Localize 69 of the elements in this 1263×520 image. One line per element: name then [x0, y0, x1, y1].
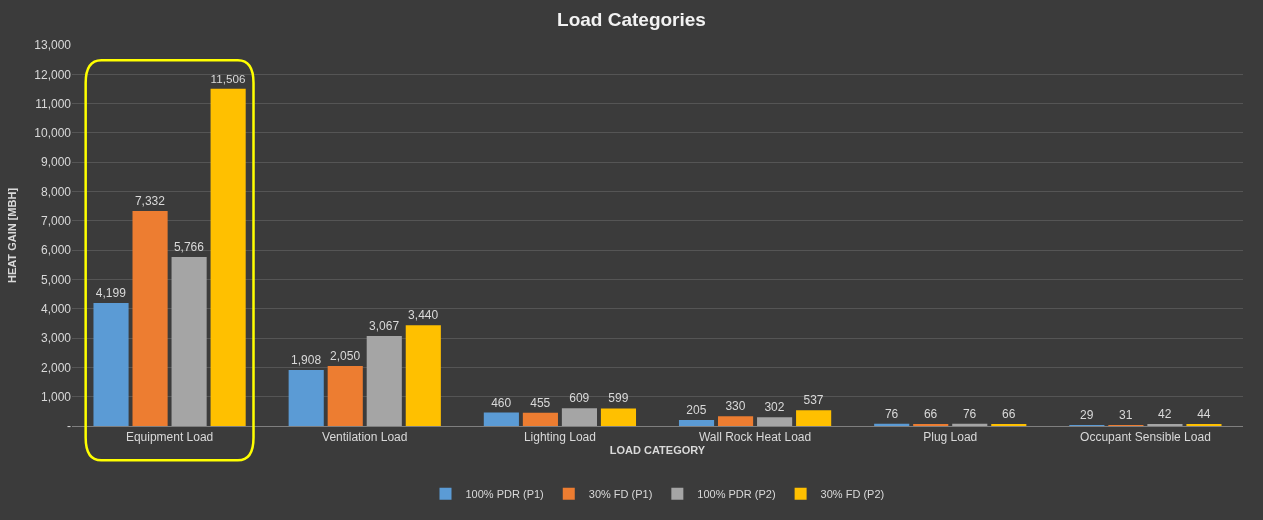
bar	[718, 416, 754, 426]
y-tick-label: 4,000	[40, 301, 72, 316]
bar	[288, 370, 324, 426]
data-label: 455	[530, 395, 551, 410]
data-label: 1,908	[291, 353, 322, 368]
bar	[93, 302, 129, 426]
x-tick-label: Equipment Load	[125, 430, 214, 445]
y-tick-label: 3,000	[40, 331, 72, 346]
data-label: 599	[608, 391, 629, 406]
x-tick-label: Plug Load	[923, 430, 978, 445]
bar	[561, 408, 597, 426]
data-label: 31	[1119, 408, 1133, 422]
y-tick-label: -	[67, 419, 71, 434]
x-tick-label: Wall Rock Heat Load	[698, 430, 812, 445]
data-label: 205	[686, 402, 707, 417]
bar	[952, 423, 988, 426]
bar	[171, 257, 207, 426]
bar	[678, 419, 715, 426]
bar	[132, 211, 168, 426]
bar	[405, 325, 441, 426]
data-label: 7,332	[134, 194, 166, 209]
y-tick-label: 13,000	[34, 38, 72, 53]
bar	[600, 408, 637, 426]
legend-label: 30% FD (P1)	[588, 488, 653, 501]
data-label: 302	[764, 400, 785, 415]
data-label: 2,050	[330, 348, 361, 363]
bar	[366, 336, 402, 426]
x-axis-title: LOAD CATEGORY	[609, 444, 706, 457]
y-tick-label: 1,000	[40, 389, 72, 404]
x-tick-label: Lighting Load	[523, 430, 596, 445]
bar	[522, 412, 558, 426]
data-label: 609	[569, 391, 590, 406]
y-tick-label: 8,000	[40, 184, 72, 199]
data-label: 460	[491, 395, 512, 410]
bar	[874, 423, 910, 426]
y-tick-label: 9,000	[40, 155, 72, 170]
y-tick-label: 12,000	[34, 67, 72, 82]
data-label: 66	[923, 407, 938, 421]
data-label: 5,766	[173, 240, 205, 255]
x-tick-label: Occupant Sensible Load	[1080, 430, 1211, 445]
chart-title: Load Categories	[557, 9, 706, 31]
data-label: 42	[1158, 407, 1172, 421]
data-label: 66	[1001, 407, 1016, 421]
y-tick-label: 2,000	[40, 360, 72, 375]
y-tick-label: 10,000	[34, 126, 72, 141]
data-label: 76	[962, 406, 977, 421]
data-label: 11,506	[210, 71, 246, 85]
data-label: 330	[725, 399, 746, 414]
legend-label: 30% FD (P2)	[820, 488, 885, 501]
y-tick-label: 7,000	[40, 214, 72, 229]
x-tick-label: Ventilation Load	[322, 430, 408, 445]
data-label: 4,199	[95, 285, 127, 300]
bar	[327, 365, 363, 426]
y-axis-title: HEAT GAIN [MBH]	[5, 187, 18, 284]
data-label: 537	[803, 393, 824, 408]
data-label: 29	[1080, 408, 1094, 422]
y-tick-label: 6,000	[40, 243, 72, 258]
bar	[757, 417, 793, 426]
bar	[796, 410, 832, 426]
data-label: 3,440	[408, 308, 439, 323]
data-label: 76	[884, 406, 899, 421]
y-tick-label: 5,000	[40, 272, 72, 287]
y-tick-label: 11,000	[35, 96, 72, 111]
bar	[210, 88, 246, 426]
data-label: 44	[1197, 407, 1211, 421]
legend-label: 100% PDR (P2)	[697, 488, 776, 501]
data-label: 3,067	[369, 319, 400, 334]
bar	[483, 412, 519, 426]
legend-label: 100% PDR (P1)	[465, 488, 544, 501]
